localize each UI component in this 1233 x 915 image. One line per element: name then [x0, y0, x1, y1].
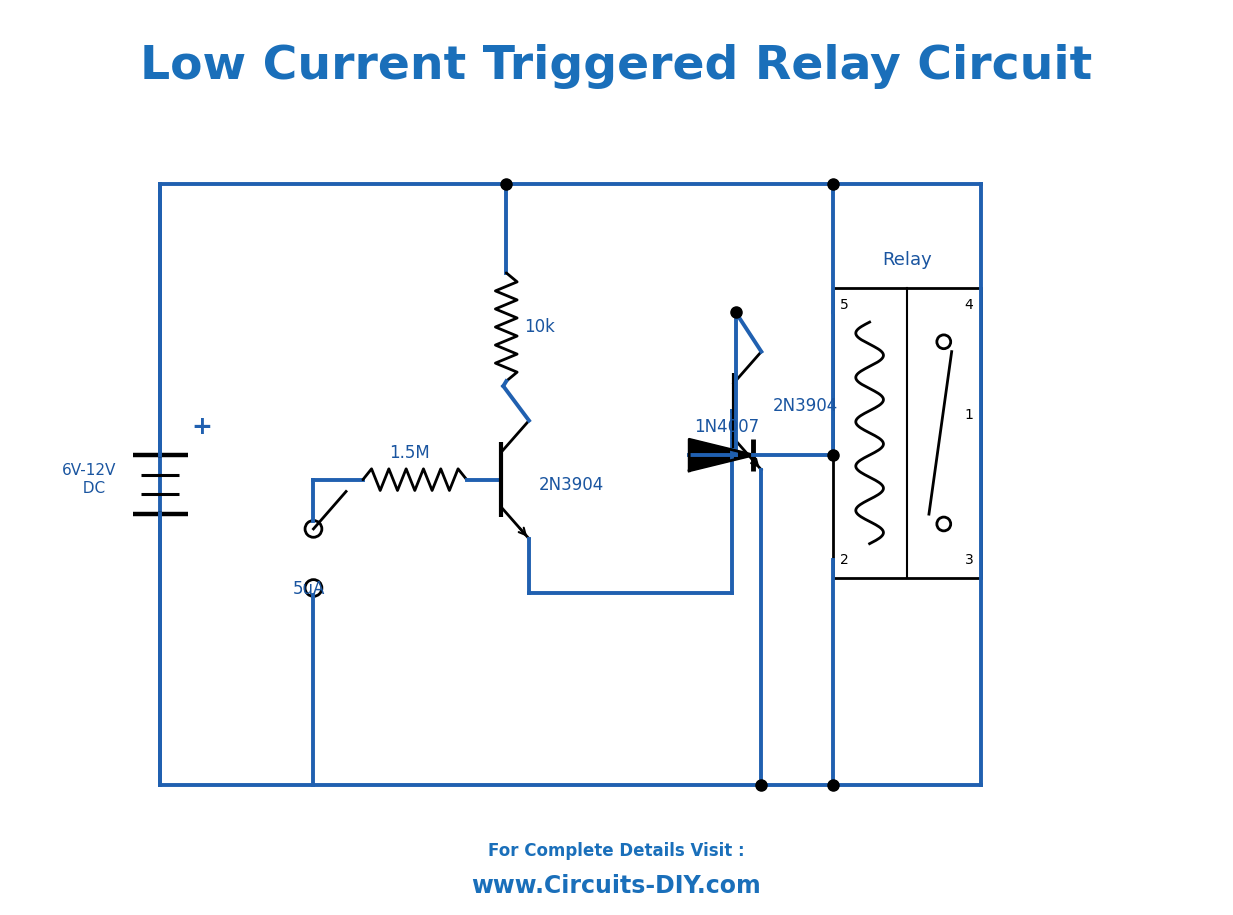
Bar [832, 287, 980, 578]
Text: 5uA: 5uA [292, 580, 324, 598]
Text: Low Current Triggered Relay Circuit: Low Current Triggered Relay Circuit [141, 44, 1092, 89]
Text: 2N3904: 2N3904 [773, 397, 838, 414]
Text: 4: 4 [964, 298, 973, 312]
Text: 2N3904: 2N3904 [539, 476, 604, 493]
Polygon shape [689, 439, 753, 471]
Text: 10k: 10k [524, 318, 555, 336]
Text: 1: 1 [964, 408, 973, 422]
Text: 3: 3 [964, 554, 973, 567]
Text: www.Circuits-DIY.com: www.Circuits-DIY.com [472, 875, 761, 899]
Text: 6V-12V
  DC: 6V-12V DC [62, 464, 116, 496]
Text: 5: 5 [840, 298, 848, 312]
Text: 1.5M: 1.5M [390, 444, 430, 462]
Text: For Complete Details Visit :: For Complete Details Visit : [488, 842, 745, 860]
Text: 1N4007: 1N4007 [694, 418, 760, 436]
Text: 2: 2 [840, 554, 848, 567]
Text: +: + [191, 415, 212, 439]
Text: Relay: Relay [882, 251, 932, 269]
